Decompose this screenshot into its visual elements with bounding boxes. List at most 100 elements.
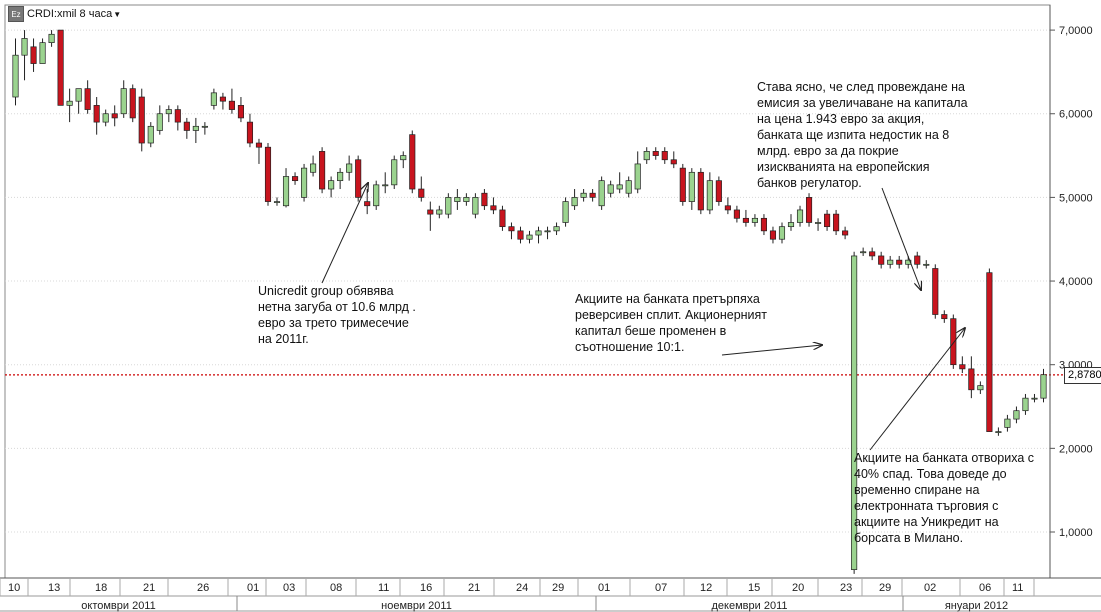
- candle: [769, 226, 777, 244]
- candle-body-up: [778, 226, 786, 240]
- candle: [860, 247, 867, 256]
- candle: [273, 197, 281, 206]
- candle-body-up: [977, 385, 984, 391]
- candle: [1040, 368, 1047, 403]
- candle-body-down: [84, 88, 91, 110]
- candle: [553, 222, 560, 236]
- candle-body-down: [833, 213, 840, 232]
- candle: [66, 88, 73, 123]
- x-day-label: 11: [1012, 582, 1023, 594]
- candle: [454, 189, 461, 210]
- x-day-label: 21: [143, 582, 155, 594]
- candle-body-down: [878, 255, 885, 265]
- candle-body-up: [12, 54, 19, 98]
- candle-body-up: [851, 255, 858, 570]
- candle-body-up: [860, 251, 867, 254]
- annotation-arrow: [721, 345, 822, 356]
- x-day-label: 15: [748, 582, 760, 594]
- candle-body-down: [896, 259, 903, 265]
- candle-body-up: [580, 192, 587, 198]
- x-day-label: 21: [468, 582, 480, 594]
- candle-body-up: [75, 88, 82, 102]
- candle-body-down: [517, 230, 524, 240]
- candle: [111, 105, 118, 127]
- candle: [679, 163, 686, 206]
- x-day-label: 29: [552, 582, 564, 594]
- candle: [652, 147, 659, 160]
- candle: [851, 251, 858, 574]
- candle-body-down: [111, 113, 118, 119]
- candle-body-up: [1022, 397, 1029, 412]
- candle: [228, 88, 235, 114]
- candle-body-up: [156, 113, 163, 131]
- candle: [535, 226, 542, 244]
- candle-body-up: [210, 92, 217, 106]
- candle: [328, 176, 335, 198]
- candle: [760, 214, 768, 236]
- candle: [625, 176, 632, 198]
- candle-body-up: [436, 209, 443, 215]
- candle-body-up: [1004, 418, 1011, 428]
- candle-body-down: [255, 142, 263, 148]
- candle-body-up: [102, 113, 109, 123]
- annotation-reverse-split: Акциите на банката претърпяха реверсивен…: [575, 292, 768, 354]
- candle-body-down: [499, 209, 506, 228]
- candle-body-up: [273, 201, 281, 203]
- candle: [508, 222, 515, 240]
- candle: [778, 222, 786, 244]
- candle-body-down: [219, 96, 226, 102]
- ticker-selector[interactable]: Ez CRDI:xmil 8 часа ▼: [8, 6, 121, 22]
- candle-body-down: [355, 159, 362, 198]
- x-month-label: януари 2012: [945, 600, 1008, 612]
- x-axis-band: [0, 578, 1101, 612]
- candle: [21, 30, 28, 81]
- candle: [364, 189, 371, 215]
- candle-body-down: [409, 134, 416, 190]
- plot-area: [4, 4, 1051, 579]
- candle-body-up: [382, 184, 389, 187]
- x-day-label: 10: [8, 582, 20, 594]
- candle-body-up: [544, 230, 551, 233]
- candle: [562, 197, 569, 227]
- candle-body-down: [264, 146, 272, 202]
- candle-body-down: [715, 180, 722, 202]
- candle-body-up: [1013, 410, 1020, 420]
- candle: [878, 251, 885, 269]
- candle: [156, 105, 163, 135]
- candle-body-down: [418, 188, 425, 198]
- candle: [805, 193, 813, 227]
- annotation-arrows: [321, 183, 965, 451]
- candle-body-down: [805, 197, 813, 223]
- candle: [427, 201, 434, 231]
- candle: [598, 176, 605, 210]
- candle: [742, 209, 749, 227]
- candle: [499, 205, 506, 231]
- candle: [346, 155, 353, 181]
- candle-body-down: [959, 364, 966, 370]
- candle-body-down: [174, 109, 181, 123]
- candle-body-up: [706, 180, 713, 211]
- candle: [174, 105, 181, 131]
- candle-body-up: [688, 171, 695, 202]
- annotation-unicredit-loss: Unicredit group обявява нетна загуба от …: [258, 284, 416, 346]
- candle-series: [12, 29, 1047, 574]
- candle-body-down: [508, 226, 515, 232]
- candle-body-up: [607, 184, 614, 194]
- annotation-arrow: [881, 187, 921, 290]
- candle: [796, 205, 804, 227]
- y-tick-label: 6,0000: [1059, 109, 1093, 121]
- candle: [355, 155, 362, 202]
- candle: [815, 218, 822, 231]
- candle-body-up: [373, 184, 380, 207]
- candle: [688, 168, 695, 210]
- candle: [670, 151, 677, 169]
- candle-body-down: [932, 268, 939, 315]
- candle-body-down: [769, 230, 777, 240]
- candle-body-up: [923, 263, 930, 266]
- axes: 1,00002,00003,00004,00005,00006,00007,00…: [0, 5, 1101, 612]
- candle: [39, 38, 46, 64]
- y-tick-label: 5,0000: [1059, 192, 1093, 204]
- candle-body-up: [400, 155, 407, 161]
- candle: [93, 97, 100, 135]
- candle: [57, 29, 64, 106]
